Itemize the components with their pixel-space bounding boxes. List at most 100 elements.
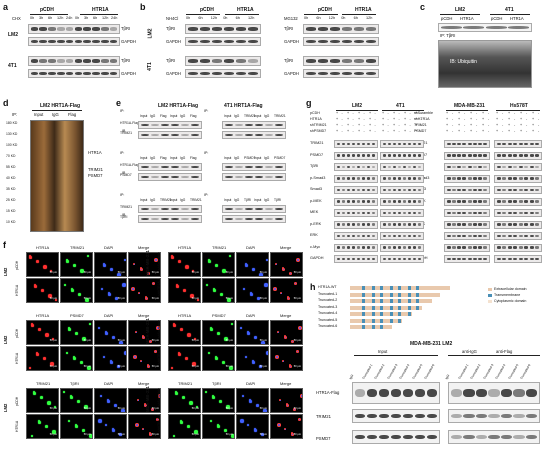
scale-bar-label: 50 μm — [84, 408, 91, 411]
lane-label: Truncated-2 — [374, 364, 385, 380]
sign: + — [446, 112, 448, 116]
micrograph: 50 μm — [26, 252, 59, 277]
sign: - — [514, 124, 515, 128]
cell-signal — [31, 435, 33, 437]
sign: - — [502, 112, 503, 116]
sign: - — [399, 124, 400, 128]
sign: - — [464, 130, 465, 134]
cell-signal — [36, 353, 39, 356]
sign: + — [532, 112, 534, 116]
time-label: 0h — [75, 17, 79, 21]
blot-strip — [380, 221, 424, 229]
blot-title: MDA-MB-231 LM2 — [410, 342, 452, 347]
cell-signal — [100, 395, 102, 397]
row-label: p-MEK — [310, 200, 322, 204]
sign: + — [520, 112, 522, 116]
sign: - — [488, 124, 489, 128]
scale-bar-label: 50 μm — [50, 434, 57, 437]
nucleus-signal — [141, 361, 142, 362]
cell-signal — [220, 293, 223, 296]
transmembrane-segment — [362, 312, 365, 316]
cell-signal — [247, 332, 250, 335]
cell-signal — [66, 352, 68, 354]
cell-signal — [176, 285, 179, 288]
sign: - — [526, 124, 527, 128]
cell-signal — [103, 264, 106, 267]
micrograph: 50 μm — [236, 414, 269, 439]
blot-strip — [494, 255, 542, 263]
blot-strip — [222, 215, 286, 223]
blot-strip — [138, 131, 202, 139]
cell-signal — [173, 324, 176, 327]
row-label: TRIM21 — [310, 142, 324, 146]
mw-marker: 15 KD — [6, 210, 15, 213]
blot-strip — [222, 173, 286, 181]
time-label: 0h — [304, 17, 308, 21]
domain-bar — [350, 299, 432, 303]
construct-label: Truncated-2 — [318, 299, 337, 303]
band-annotation: HTR1A — [88, 151, 102, 155]
condition-label: NH4Cl — [166, 17, 178, 21]
nucleus-signal — [143, 429, 144, 430]
mw-marker: 10 KD — [6, 221, 15, 224]
micrograph: 50 μm — [270, 414, 303, 439]
cell-signal — [256, 404, 259, 407]
lane-label: IgG — [264, 115, 269, 118]
scale-bar-label: 50 μm — [192, 408, 199, 411]
row-label: TβRI — [310, 165, 318, 169]
blot-strip — [28, 37, 120, 46]
legend-label: Extracellular domain — [494, 288, 527, 292]
nucleus-signal — [281, 293, 282, 294]
legend-label: Transmembrane — [494, 294, 520, 298]
micrograph: 50 μm — [270, 320, 303, 345]
scale-bar-label: 50 μm — [152, 434, 159, 437]
cell-signal — [243, 288, 245, 290]
band-annotation: TRIM21 — [88, 168, 103, 172]
sign: - — [364, 124, 365, 128]
sign: + — [446, 124, 448, 128]
sign: - — [421, 112, 422, 116]
ip-label: IP: — [120, 110, 124, 114]
nucleus-signal — [299, 327, 301, 329]
blot-strip — [448, 382, 540, 404]
construct-label: HTR1A-WT — [318, 286, 337, 290]
micrograph: 50 μm — [60, 278, 93, 303]
condition-label: pCDH — [310, 112, 320, 116]
sign: + — [470, 118, 472, 122]
blot-strip — [380, 140, 424, 148]
cell-signal — [82, 429, 85, 432]
sign: + — [358, 112, 360, 116]
cell-signal — [254, 336, 257, 339]
cell-signal — [189, 401, 193, 405]
sign: - — [526, 112, 527, 116]
time-label: 6h — [236, 17, 240, 21]
scale-bar-label: 50 μm — [192, 272, 199, 275]
micrograph: 50 μm — [168, 252, 201, 277]
lane-label: IgG — [180, 199, 185, 202]
scale-bar-label: 50 μm — [118, 366, 125, 369]
cell-signal — [245, 264, 248, 267]
cell-label: 4T1 — [8, 64, 17, 69]
cell-signal — [245, 356, 247, 358]
sign: + — [508, 124, 510, 128]
micrograph: 50 μm — [168, 388, 201, 413]
cell-signal — [217, 332, 220, 335]
sign: - — [410, 124, 411, 128]
row-label: c-Myc — [310, 246, 320, 250]
sign: + — [520, 118, 522, 122]
sign: - — [421, 124, 422, 128]
cell-signal — [250, 293, 253, 296]
band-annotation: PSMD7 — [88, 174, 102, 178]
time-label: 24h — [111, 17, 117, 21]
cell-signal — [171, 367, 173, 369]
lane-label: Truncated-6 — [424, 364, 435, 380]
micrograph: 50 μm — [26, 414, 59, 439]
condition-label: HTR1A — [310, 118, 322, 122]
group-label: HTR1A — [355, 8, 372, 13]
sign: - — [364, 118, 365, 122]
row-label: TβRI — [121, 27, 130, 31]
sign: + — [393, 124, 395, 128]
cell-signal — [87, 255, 89, 257]
ip-label: IP: — [120, 194, 124, 198]
scale-bar-label: 50 μm — [226, 408, 233, 411]
